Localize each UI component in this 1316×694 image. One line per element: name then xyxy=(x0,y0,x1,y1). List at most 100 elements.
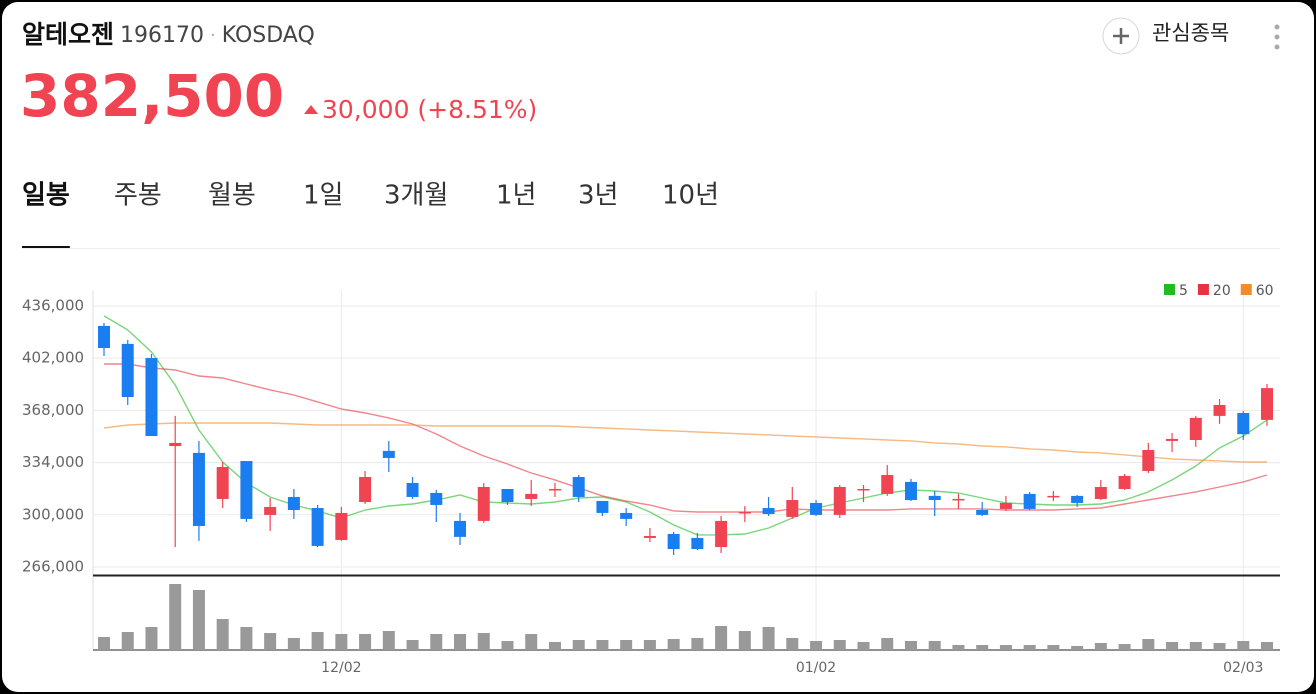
stock-code: 196170 xyxy=(120,23,204,48)
tab[interactable]: 10년 xyxy=(662,181,719,211)
candle-body xyxy=(1094,486,1107,499)
candle-body xyxy=(1142,449,1155,472)
candle-body xyxy=(169,442,182,446)
candle-body xyxy=(216,467,229,499)
market: KOSDAQ xyxy=(222,23,315,48)
candle-body xyxy=(667,533,680,550)
volume-bar xyxy=(311,632,324,650)
volume-bar xyxy=(786,638,799,650)
volume-bar xyxy=(881,638,894,650)
candle-body xyxy=(596,500,609,513)
tab[interactable]: 일봉 xyxy=(22,181,70,211)
candle-body xyxy=(786,500,799,517)
tab[interactable]: 주봉 xyxy=(114,181,162,211)
volume-bar xyxy=(1189,642,1202,650)
candle-body xyxy=(620,512,633,519)
price: 382,500 xyxy=(20,62,284,130)
candle-body xyxy=(145,358,158,437)
tab-underline xyxy=(22,246,70,248)
candle-body xyxy=(1213,404,1226,416)
volume-bar xyxy=(810,641,823,650)
volume-bar xyxy=(216,619,229,650)
candle-body xyxy=(287,496,300,511)
volume-bar xyxy=(762,627,775,650)
y-tick-label: 436,000 xyxy=(22,296,84,314)
tab[interactable]: 3개월 xyxy=(384,181,448,211)
candle-body xyxy=(810,502,823,515)
candle-body xyxy=(691,537,704,550)
candle-body xyxy=(857,488,870,491)
volume-bar xyxy=(525,634,538,650)
volume-bar xyxy=(145,627,158,650)
candle-body xyxy=(525,493,538,499)
candle-body xyxy=(1237,412,1250,435)
separator: · xyxy=(210,25,216,46)
candle-body xyxy=(121,343,134,398)
volume-bar xyxy=(738,631,751,650)
volume-bar xyxy=(691,638,704,650)
candle-body xyxy=(976,510,989,515)
volume-bar xyxy=(952,645,965,650)
x-tick-label: 02/03 xyxy=(1223,660,1263,676)
volume-bar xyxy=(430,634,443,650)
volume-bar xyxy=(904,641,917,650)
tab[interactable]: 1일 xyxy=(303,181,343,211)
candle-body xyxy=(1118,475,1131,489)
volume-bar xyxy=(928,641,941,650)
volume-bar xyxy=(1237,641,1250,650)
candle-body xyxy=(192,452,205,526)
candle-body xyxy=(382,450,395,458)
menu[interactable] xyxy=(1274,24,1280,50)
tab[interactable]: 1년 xyxy=(496,181,536,211)
candle-body xyxy=(548,488,561,491)
legend-label: 20 xyxy=(1213,283,1231,299)
volume-bar xyxy=(1023,645,1036,650)
volume-bar xyxy=(477,633,490,650)
volume-bar xyxy=(572,640,585,650)
volume-bar xyxy=(715,626,728,650)
y-tick-label: 334,000 xyxy=(22,453,84,471)
volume-bar xyxy=(833,640,846,650)
volume-bar xyxy=(406,640,419,650)
y-tick-label: 266,000 xyxy=(22,557,84,575)
candle-body xyxy=(1261,388,1273,420)
candle-body xyxy=(477,486,490,521)
header-line: 알테오젠 196170 · KOSDAQ xyxy=(22,20,315,49)
volume-bar xyxy=(620,640,633,650)
volume-bar xyxy=(1213,643,1226,650)
y-tick-label: 300,000 xyxy=(22,505,84,523)
volume-bar xyxy=(667,639,680,650)
volume-bar xyxy=(857,642,870,650)
volume-bar xyxy=(382,631,395,650)
volume-bar xyxy=(548,642,561,650)
volume-bar xyxy=(643,640,656,650)
volume-bar xyxy=(1142,639,1155,650)
y-tick-label: 402,000 xyxy=(22,349,84,367)
candle-body xyxy=(335,512,348,540)
watch-button[interactable]: 관심종목 xyxy=(1102,17,1229,55)
chart: 266,000 300,000 334,000 368,000 402,000 436,0… xyxy=(22,283,1280,676)
candle-body xyxy=(928,495,941,501)
volume-bar xyxy=(976,645,989,650)
candle-body xyxy=(738,512,751,514)
volume-bar xyxy=(264,633,277,650)
x-tick-label: 01/02 xyxy=(796,660,836,676)
volume-bar xyxy=(501,641,514,650)
tab[interactable]: 3년 xyxy=(578,181,618,211)
legend-swatch xyxy=(1164,284,1175,295)
candle-body xyxy=(1023,493,1036,509)
candle-body xyxy=(715,520,728,548)
candle-body xyxy=(406,482,419,497)
volume-bar xyxy=(1047,645,1060,650)
volume-bar xyxy=(169,584,182,650)
volume-bar xyxy=(98,637,110,650)
tab[interactable]: 월봉 xyxy=(208,181,256,211)
watch-label[interactable]: 관심종목 xyxy=(1152,21,1229,45)
candle-body xyxy=(240,461,253,519)
volume-bar xyxy=(240,627,253,650)
volume-bar xyxy=(1261,642,1273,650)
volume-bar xyxy=(596,640,609,650)
volume-bar xyxy=(121,632,134,650)
candle-body xyxy=(881,475,894,494)
